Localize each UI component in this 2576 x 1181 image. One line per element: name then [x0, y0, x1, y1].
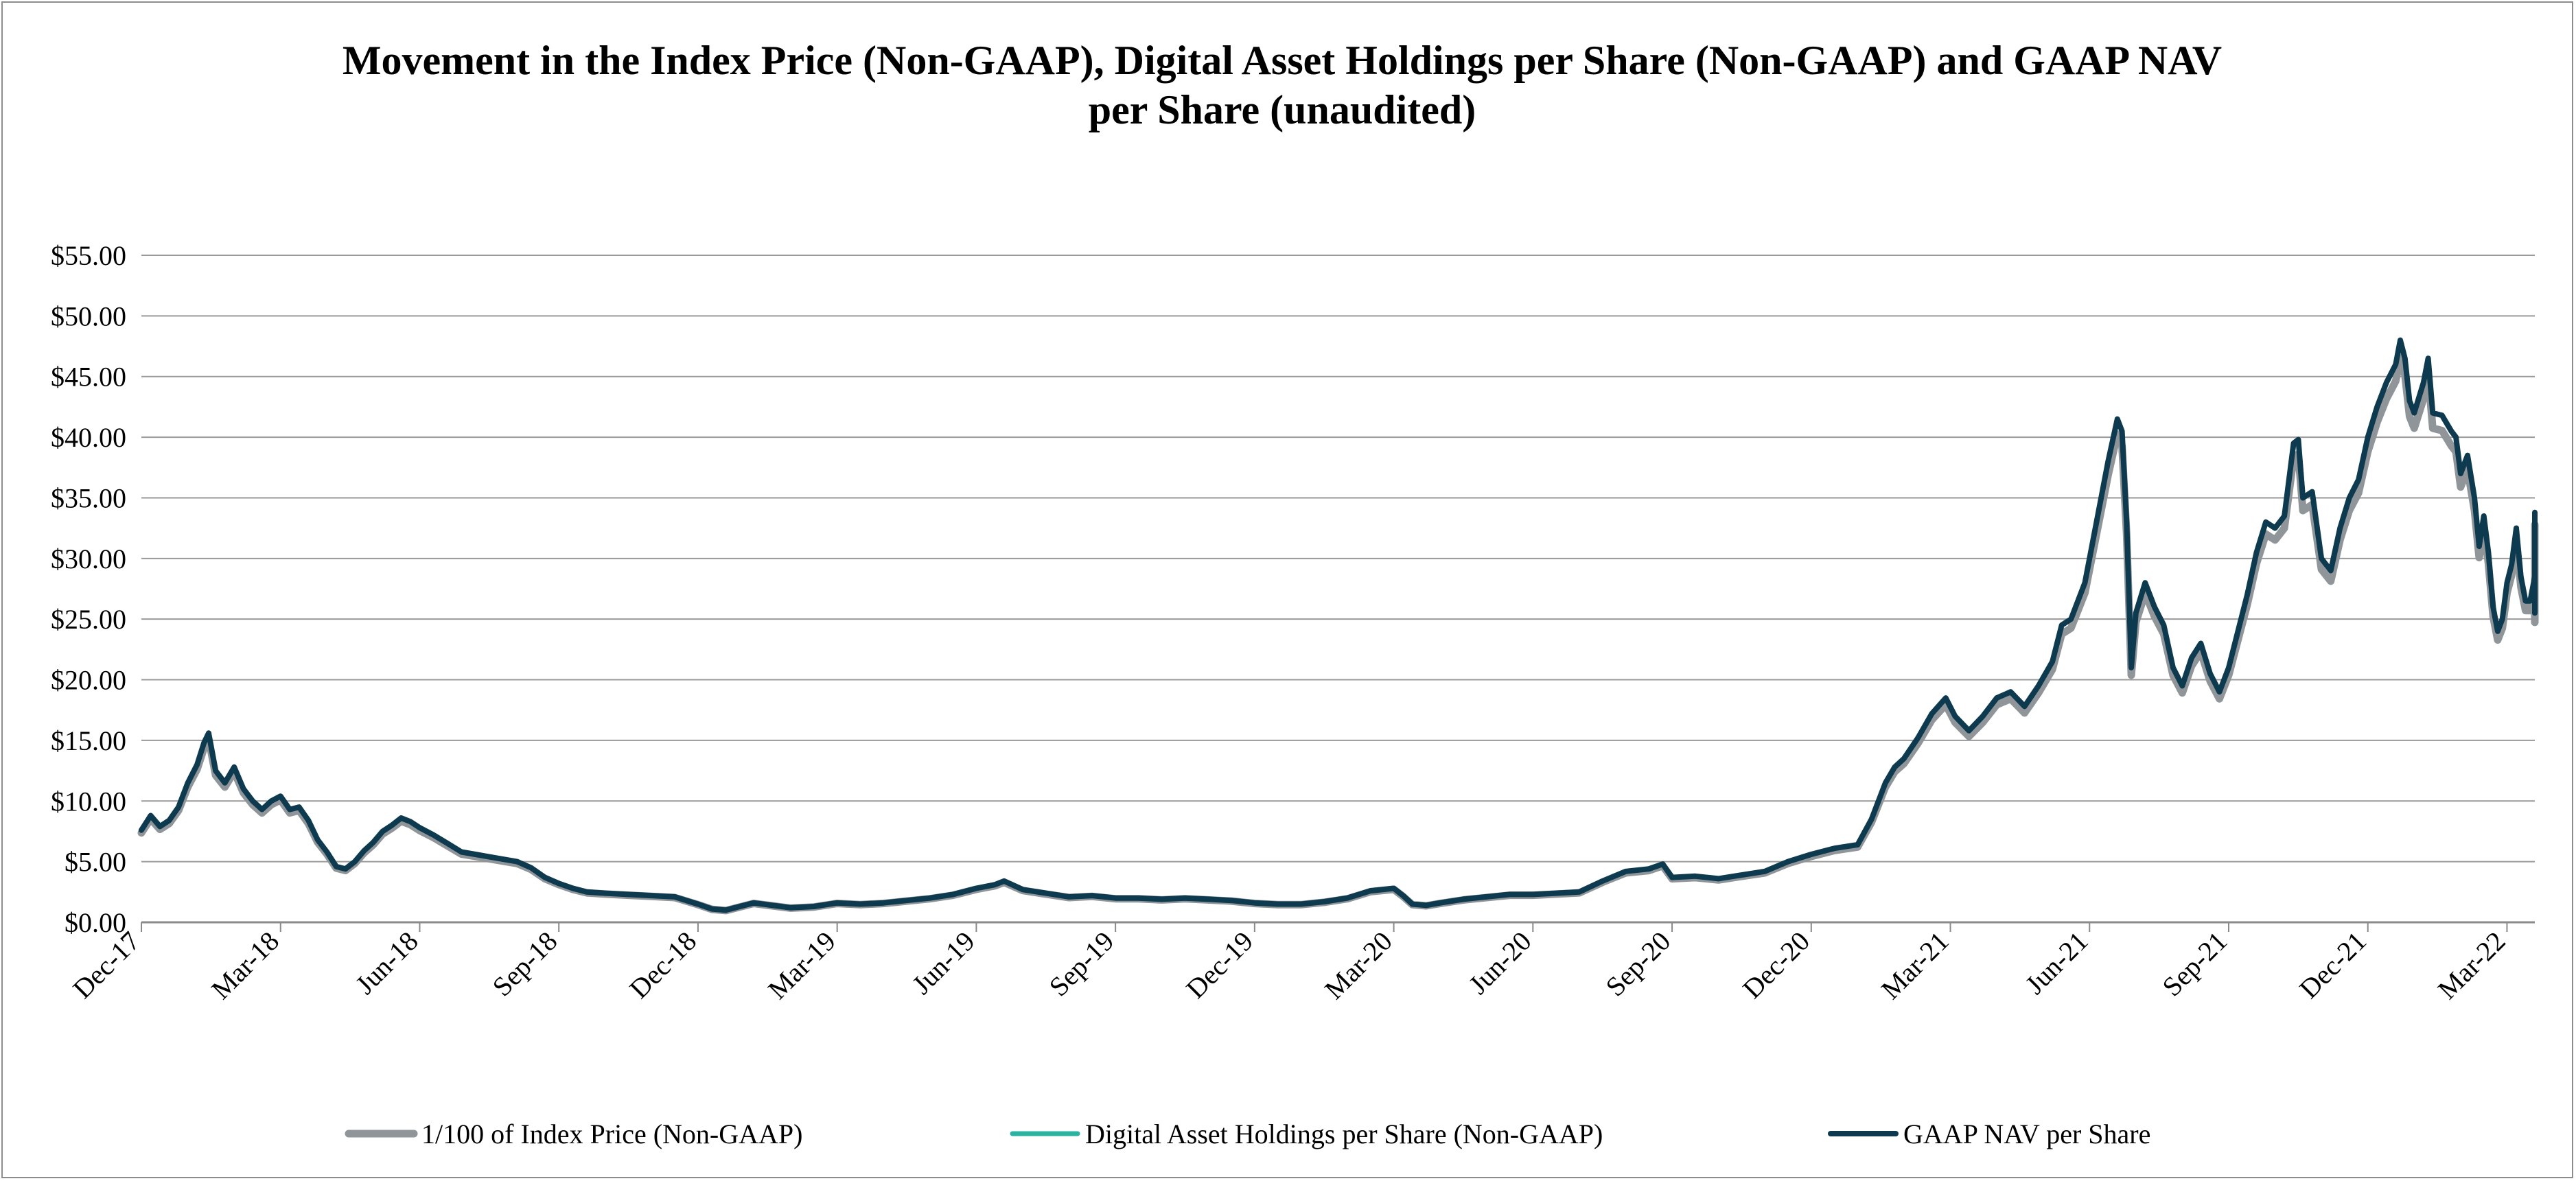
- y-tick-label: $55.00: [51, 240, 126, 271]
- x-tick-label: Jun-21: [2019, 926, 2094, 1001]
- x-tick-label: Sep-20: [1599, 926, 1676, 1003]
- x-tick-label: Mar-18: [205, 926, 285, 1005]
- series-lines: [137, 337, 2539, 915]
- x-tick-label: Mar-21: [1875, 926, 1955, 1005]
- series-index-price-line: [137, 353, 2539, 915]
- x-tick-label: Jun-18: [349, 926, 424, 1001]
- x-tick-label: Mar-20: [1319, 926, 1398, 1005]
- y-tick-label: $5.00: [65, 847, 126, 878]
- series-gaap-nav-line: [139, 337, 2538, 913]
- x-tick-label: Jun-20: [1463, 926, 1538, 1001]
- legend-digital-asset-holdings: Digital Asset Holdings per Share (Non-GA…: [1010, 1119, 1603, 1149]
- x-tick-label: Sep-19: [1043, 926, 1120, 1003]
- y-axis-ticks: $0.00 $5.00 $10.00 $15.00 $20.00 $25.00 $30.00…: [51, 240, 126, 938]
- chart-title-line1: Movement in the Index Price (Non-GAAP), …: [343, 38, 2222, 83]
- series-digital-asset-holdings-line: [139, 338, 2538, 913]
- x-tick-label: Sep-18: [487, 926, 564, 1003]
- x-tick-label: Dec-19: [1180, 926, 1259, 1005]
- x-tick-label: Jun-19: [906, 926, 981, 1001]
- x-axis-ticks: Dec-17 Mar-18 Jun-18 Sep-18 Dec-18 Mar-19 Jun-…: [67, 922, 2511, 1005]
- x-tick-label: Mar-22: [2432, 926, 2511, 1005]
- y-tick-label: $50.00: [51, 301, 126, 331]
- legend-label: GAAP NAV per Share: [1903, 1119, 2150, 1149]
- x-tick-label: Mar-19: [762, 926, 842, 1005]
- x-tick-label: Dec-18: [623, 926, 702, 1005]
- y-tick-label: $45.00: [51, 362, 126, 393]
- gridlines: [141, 255, 2535, 924]
- y-tick-label: $0.00: [65, 907, 126, 938]
- y-tick-label: $10.00: [51, 786, 126, 817]
- y-tick-label: $30.00: [51, 543, 126, 574]
- legend: 1/100 of Index Price (Non-GAAP) Digital A…: [345, 1119, 2150, 1149]
- x-tick-label: Sep-21: [2156, 926, 2233, 1003]
- legend-label: 1/100 of Index Price (Non-GAAP): [421, 1119, 802, 1149]
- y-tick-label: $20.00: [51, 665, 126, 696]
- x-tick-label: Dec-21: [2293, 926, 2372, 1005]
- legend-gaap-nav: GAAP NAV per Share: [1828, 1119, 2150, 1149]
- legend-index-price: 1/100 of Index Price (Non-GAAP): [345, 1119, 802, 1149]
- y-tick-label: $40.00: [51, 422, 126, 453]
- chart-title-line2: per Share (unaudited): [1089, 87, 1476, 132]
- y-tick-label: $35.00: [51, 482, 126, 513]
- legend-label: Digital Asset Holdings per Share (Non-GA…: [1085, 1119, 1603, 1149]
- x-tick-label: Dec-20: [1737, 926, 1815, 1005]
- y-tick-label: $15.00: [51, 725, 126, 756]
- y-tick-label: $25.00: [51, 604, 126, 635]
